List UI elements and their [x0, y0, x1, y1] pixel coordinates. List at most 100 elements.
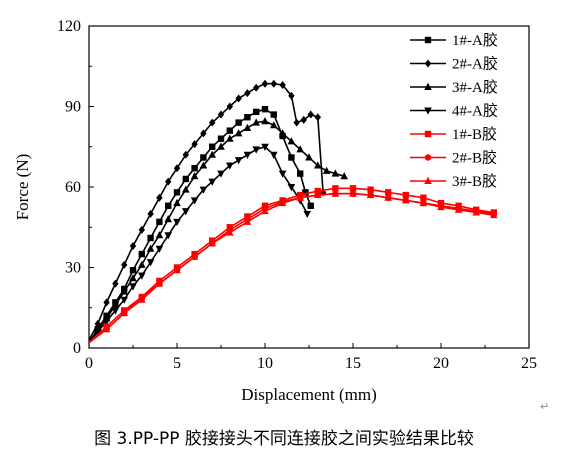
data-point	[199, 186, 208, 194]
legend-marker	[424, 59, 432, 68]
legend-item: 1#-B胶	[410, 126, 497, 143]
data-point	[120, 296, 128, 304]
data-point	[332, 185, 339, 192]
data-point	[173, 164, 181, 173]
data-point	[200, 154, 207, 161]
data-point	[155, 279, 164, 287]
y-tick-label: 0	[73, 340, 81, 357]
data-point	[340, 172, 348, 180]
data-point	[367, 186, 374, 193]
data-point	[270, 79, 277, 88]
data-point	[270, 121, 278, 129]
x-tick-label: 20	[433, 355, 449, 372]
series-4	[88, 143, 312, 344]
data-point	[111, 300, 120, 309]
data-point	[129, 274, 137, 282]
data-point	[278, 170, 287, 178]
data-point	[146, 244, 155, 252]
data-point	[200, 129, 207, 138]
data-point	[208, 150, 216, 158]
data-point	[226, 134, 234, 142]
data-point	[199, 161, 208, 169]
data-point	[102, 318, 111, 326]
series-1	[88, 105, 314, 344]
data-point	[209, 143, 216, 150]
legend-marker	[424, 130, 432, 138]
data-point	[164, 215, 172, 223]
legend-marker	[424, 36, 432, 44]
data-point	[190, 197, 199, 205]
data-point	[243, 123, 252, 131]
data-point	[129, 266, 137, 274]
data-point	[155, 245, 164, 253]
data-point	[243, 217, 252, 225]
data-point	[191, 165, 198, 172]
data-point	[234, 129, 243, 137]
data-point	[217, 170, 225, 178]
data-point	[146, 259, 155, 267]
data-point	[164, 232, 172, 240]
x-tick-label: 15	[345, 355, 361, 372]
data-point	[208, 178, 216, 186]
data-point	[287, 137, 296, 145]
data-point	[94, 328, 102, 337]
y-tick-label: 120	[57, 18, 81, 35]
y-tick-label: 90	[65, 99, 81, 116]
data-point	[454, 205, 463, 213]
data-point	[155, 231, 164, 239]
legend: 1#-A胶 2#-A胶 3#-A胶 4#-A胶 1#-B胶 2#-B胶 3#-B胶	[410, 32, 498, 190]
data-point	[147, 234, 154, 242]
data-point	[129, 283, 137, 291]
series-7	[88, 189, 498, 344]
data-point	[278, 198, 287, 207]
data-point	[296, 145, 304, 153]
y-axis-title: Force (N)	[13, 154, 32, 221]
figure-caption: 图 3.PP-PP 胶接接头不同连接胶之间实验结果比较	[94, 429, 474, 449]
data-point	[253, 108, 260, 116]
data-point	[235, 119, 242, 126]
data-point	[322, 166, 331, 174]
data-point	[103, 298, 110, 307]
data-point	[253, 83, 260, 92]
data-point	[209, 118, 216, 127]
legend-label: 4#-A胶	[452, 103, 498, 120]
data-point	[226, 228, 234, 236]
series-layer	[88, 79, 498, 344]
data-point	[270, 111, 277, 118]
legend-label: 3#-A胶	[452, 79, 498, 96]
data-point	[217, 135, 225, 142]
data-point	[419, 198, 428, 207]
data-point	[191, 140, 198, 149]
data-point	[278, 129, 287, 137]
data-point	[173, 189, 181, 196]
data-point	[287, 184, 296, 192]
data-point	[270, 151, 278, 159]
data-point	[190, 252, 199, 260]
data-point	[120, 308, 128, 317]
data-point	[190, 172, 199, 180]
data-point	[252, 146, 260, 154]
data-point	[138, 260, 146, 268]
legend-label: 2#-B胶	[452, 150, 497, 167]
data-point	[296, 193, 304, 201]
data-point	[420, 194, 427, 201]
force-displacement-chart: 0 5 10 15 20 25 0 30 60 90 120 1#-A胶 2#-A胶 3#-A胶 4#-A…	[13, 18, 537, 404]
data-point	[173, 265, 181, 274]
data-point	[252, 118, 260, 126]
data-point	[243, 151, 252, 159]
data-point	[305, 153, 313, 161]
data-point	[307, 202, 314, 209]
data-point	[331, 189, 340, 197]
data-point	[138, 272, 146, 280]
legend-label: 1#-B胶	[452, 126, 497, 143]
data-point	[385, 189, 392, 196]
data-point	[121, 260, 128, 269]
data-point	[102, 325, 111, 333]
data-point	[226, 102, 233, 111]
legend-label: 2#-A胶	[452, 56, 498, 73]
series-2	[88, 79, 327, 341]
data-point	[138, 225, 145, 234]
data-point	[314, 113, 321, 122]
legend-item: 3#-A胶	[410, 79, 498, 96]
data-point	[293, 118, 300, 127]
